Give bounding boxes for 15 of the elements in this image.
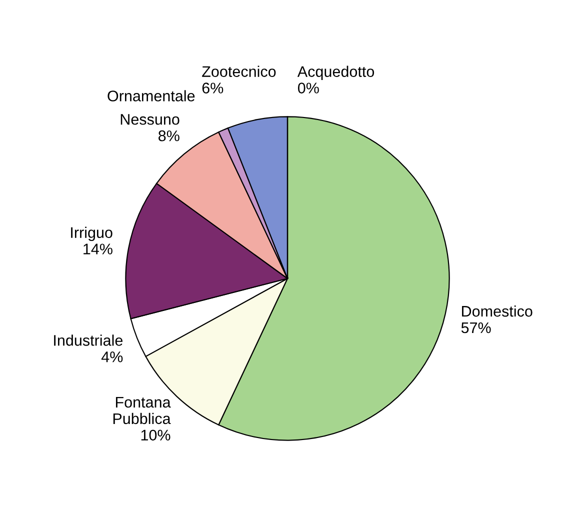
data-label: 14% — [84, 244, 112, 254]
text: 0% — [298, 82, 319, 94]
slice-label: Industriale — [54, 334, 123, 346]
data-label: 57% — [461, 322, 491, 334]
slice-label: Fontana Pubblica — [113, 396, 171, 424]
slice-label: Ornamentale — [108, 90, 195, 102]
slice-label: Nessuno — [120, 114, 180, 125]
data-label: 6% — [202, 82, 224, 94]
category-label: Acquedotto — [297, 66, 374, 80]
slice-label: Irriguo — [71, 226, 112, 242]
data-label: 4% — [101, 352, 123, 362]
slice-label: Domestico — [462, 305, 532, 317]
data-label: 10% — [141, 430, 170, 441]
data-label: 8% — [158, 130, 180, 142]
slice-label: Zootecnico — [202, 66, 276, 77]
